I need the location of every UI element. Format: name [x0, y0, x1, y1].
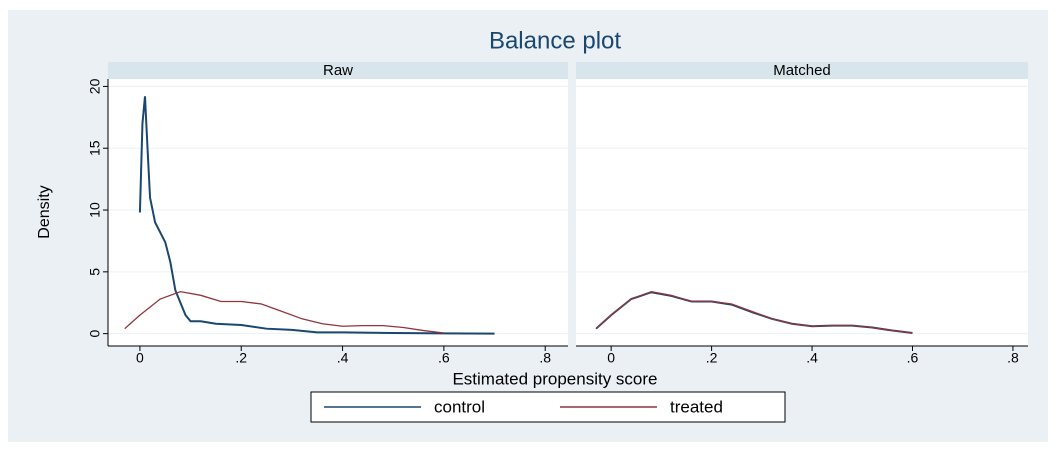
x-tick-label: .6	[438, 350, 450, 366]
x-tick-label: .4	[337, 350, 349, 366]
series-line	[124, 290, 444, 334]
y-tick-label: 5	[87, 268, 103, 276]
panel-header	[576, 62, 1028, 79]
x-tick-label: 0	[607, 350, 615, 366]
panel-subtitle: Raw	[323, 62, 353, 79]
panel-header	[108, 62, 568, 79]
x-tick-label: .8	[539, 350, 551, 366]
x-tick-label: .4	[806, 350, 818, 366]
x-tick-label: .2	[235, 350, 247, 366]
y-tick-label: 0	[87, 330, 103, 338]
panel-subtitle: Matched	[773, 62, 831, 79]
x-tick-label: .6	[907, 350, 919, 366]
x-tick-label: .2	[706, 350, 718, 366]
y-tick-label: 15	[87, 140, 103, 156]
y-axis-label: Density	[36, 185, 53, 238]
legend-label: treated	[670, 397, 723, 416]
chart-title: Balance plot	[489, 27, 621, 54]
series-line	[138, 96, 495, 335]
x-axis-label: Estimated propensity score	[452, 369, 657, 388]
x-tick-label: 0	[136, 350, 144, 366]
x-tick-label: .8	[1007, 350, 1019, 366]
plot-area	[576, 79, 1028, 346]
plot-area	[108, 79, 568, 346]
legend-label: control	[434, 397, 485, 416]
series-line	[595, 290, 913, 334]
y-tick-label: 10	[87, 202, 103, 218]
y-tick-label: 20	[87, 78, 103, 94]
